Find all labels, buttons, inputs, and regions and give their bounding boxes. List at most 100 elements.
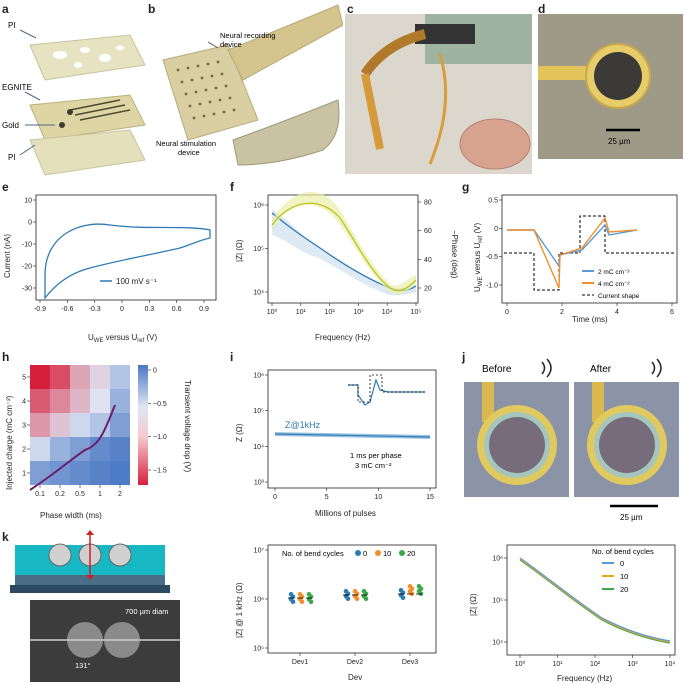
heatmap-cell — [30, 437, 50, 461]
hole — [99, 54, 111, 62]
heatmap-cell — [70, 437, 90, 461]
sound-icon — [541, 358, 552, 378]
x-tick-label: 0 — [120, 306, 124, 313]
panel-k-impedance: No. of bend cycles 0 10 20 10⁰ 10¹ 10² 10³ 1… — [469, 544, 676, 683]
heatmap-cell — [50, 365, 70, 389]
heatmap-cell — [70, 413, 90, 437]
y-tick-label: 0 — [494, 226, 498, 233]
x-axis-label: Frequency (Hz) — [315, 333, 370, 342]
label-pi-bottom: PI — [8, 153, 16, 162]
heatmap-cell — [50, 461, 70, 485]
pi-top-layer — [29, 34, 146, 81]
y-tick-label: −0.5 — [153, 401, 167, 408]
legend-0: 0 — [620, 559, 624, 568]
legend-10: 10 — [620, 572, 628, 581]
panel-h-chart: 0.1 0.2 0.5 1 2 5 4 3 2 1 0 −0.5 −1.0 −1.5 Phase wid… — [5, 365, 192, 520]
y-tick-label: -1.0 — [486, 283, 498, 290]
x-tick-label: 10⁴ — [665, 661, 676, 668]
y-tick-label: 2 — [22, 447, 26, 454]
panel-label-d: d — [538, 2, 546, 16]
colorbar — [138, 365, 148, 485]
series-10 — [519, 558, 671, 643]
phase-band — [272, 191, 416, 295]
heatmap-cell — [90, 365, 110, 389]
y-tick-label: 10⁴ — [253, 290, 264, 297]
series-0 — [519, 557, 671, 642]
scale-text: 25 µm — [608, 137, 631, 146]
y-tick-label: −1.0 — [153, 434, 167, 441]
heatmap-cell — [70, 389, 90, 413]
heatmap-cell — [70, 461, 90, 485]
x-tick-label: 10⁵ — [411, 309, 422, 316]
heatmap-cell — [90, 461, 110, 485]
y-tick-label: 10⁶ — [492, 556, 503, 563]
y-tick-label: −1.5 — [153, 468, 167, 475]
x-tick-label: 0.6 — [172, 306, 182, 313]
y-tick-label: 10⁶ — [253, 597, 264, 604]
panel-e-chart: -0.9 -0.6 -0.3 0 0.3 0.6 0.9 10 0 -10 -20 -30 100 m… — [3, 194, 217, 344]
legend-20: 20 — [620, 585, 628, 594]
label-egnite: EGNITE — [2, 83, 32, 92]
heatmap-cell — [50, 437, 70, 461]
heatmap-cell — [90, 437, 110, 461]
pi-bottom-layer — [29, 129, 146, 176]
panel-label-k: k — [2, 530, 9, 544]
x-tick-label: 2 — [118, 491, 122, 498]
x-tick-label: 5 — [325, 494, 329, 501]
heatmap-cell — [110, 365, 130, 389]
x-axis-label: Millions of pulses — [315, 509, 376, 518]
after-label: After — [590, 364, 612, 375]
y-tick-label: -30 — [22, 286, 32, 293]
hole — [116, 45, 124, 51]
x-tick-label: 15 — [426, 494, 434, 501]
x-tick-label: 10² — [325, 309, 336, 316]
y2-axis-label: −Phase (deg) — [450, 230, 459, 279]
panel-c-photo — [345, 14, 532, 174]
x-tick-label: 10³ — [353, 309, 364, 316]
x-tick-label: 10¹ — [552, 661, 563, 668]
legend-title: No. of bend cycles — [282, 549, 344, 558]
heatmap-cell — [90, 389, 110, 413]
angle-label: 131° — [75, 661, 91, 670]
panel-k-illustration: 700 µm diam 131° — [10, 530, 180, 682]
panel-g-chart: 0 2 4 6 0.5 0 -0.5 -1.0 2 mC cm⁻² 4 mC cm⁻² Cur… — [473, 194, 678, 324]
legend-10: 10 — [383, 549, 391, 558]
y-tick-label: 20 — [424, 286, 432, 293]
colorbar-label: Transient voltage drop (V) — [183, 380, 192, 473]
plot-frame — [35, 194, 217, 301]
data-point — [400, 595, 406, 601]
x-tick-label: 4 — [615, 309, 619, 316]
panel-label-e: e — [2, 180, 9, 194]
x-axis-label: UWE versus Uref (V) — [88, 333, 157, 344]
heatmap-cell — [30, 413, 50, 437]
x-tick-label: Dev1 — [292, 659, 308, 666]
hole — [80, 47, 90, 53]
panel-label-i: i — [230, 350, 234, 364]
panel-a-illustration: PI EGNITE Gold PI — [2, 21, 146, 176]
x-tick-label: 0.2 — [55, 491, 65, 498]
x-axis-label: Time (ms) — [572, 315, 608, 324]
heatmap-cell — [30, 365, 50, 389]
panel-d-micrograph: 25 µm — [538, 14, 683, 159]
y-tick-label: -10 — [22, 242, 32, 249]
y-axis-label: |Z| (Ω) — [469, 593, 478, 616]
data-point — [354, 596, 360, 602]
label-recording-2: device — [220, 40, 242, 49]
legend-text: 100 mV s⁻¹ — [116, 277, 157, 286]
x-tick-label: 10³ — [627, 661, 638, 668]
before-label: Before — [482, 364, 512, 375]
label-stimulation-2: device — [178, 148, 200, 157]
phase-curve — [271, 202, 417, 292]
legend-1: 2 mC cm⁻² — [598, 269, 630, 276]
current-shape — [504, 215, 674, 291]
y-axis-label: UWE versus Uref (V) — [473, 223, 484, 292]
y-tick-label: -0.5 — [486, 254, 498, 261]
inset-curve — [348, 378, 425, 406]
x-tick-label: 6 — [670, 309, 674, 316]
x-tick-label: 0.5 — [75, 491, 85, 498]
data-point — [308, 599, 314, 605]
z-series — [274, 433, 431, 438]
heatmap-cell — [30, 389, 50, 413]
y-tick-label: 10³ — [254, 480, 265, 487]
x-tick-label: 10⁴ — [382, 309, 393, 316]
